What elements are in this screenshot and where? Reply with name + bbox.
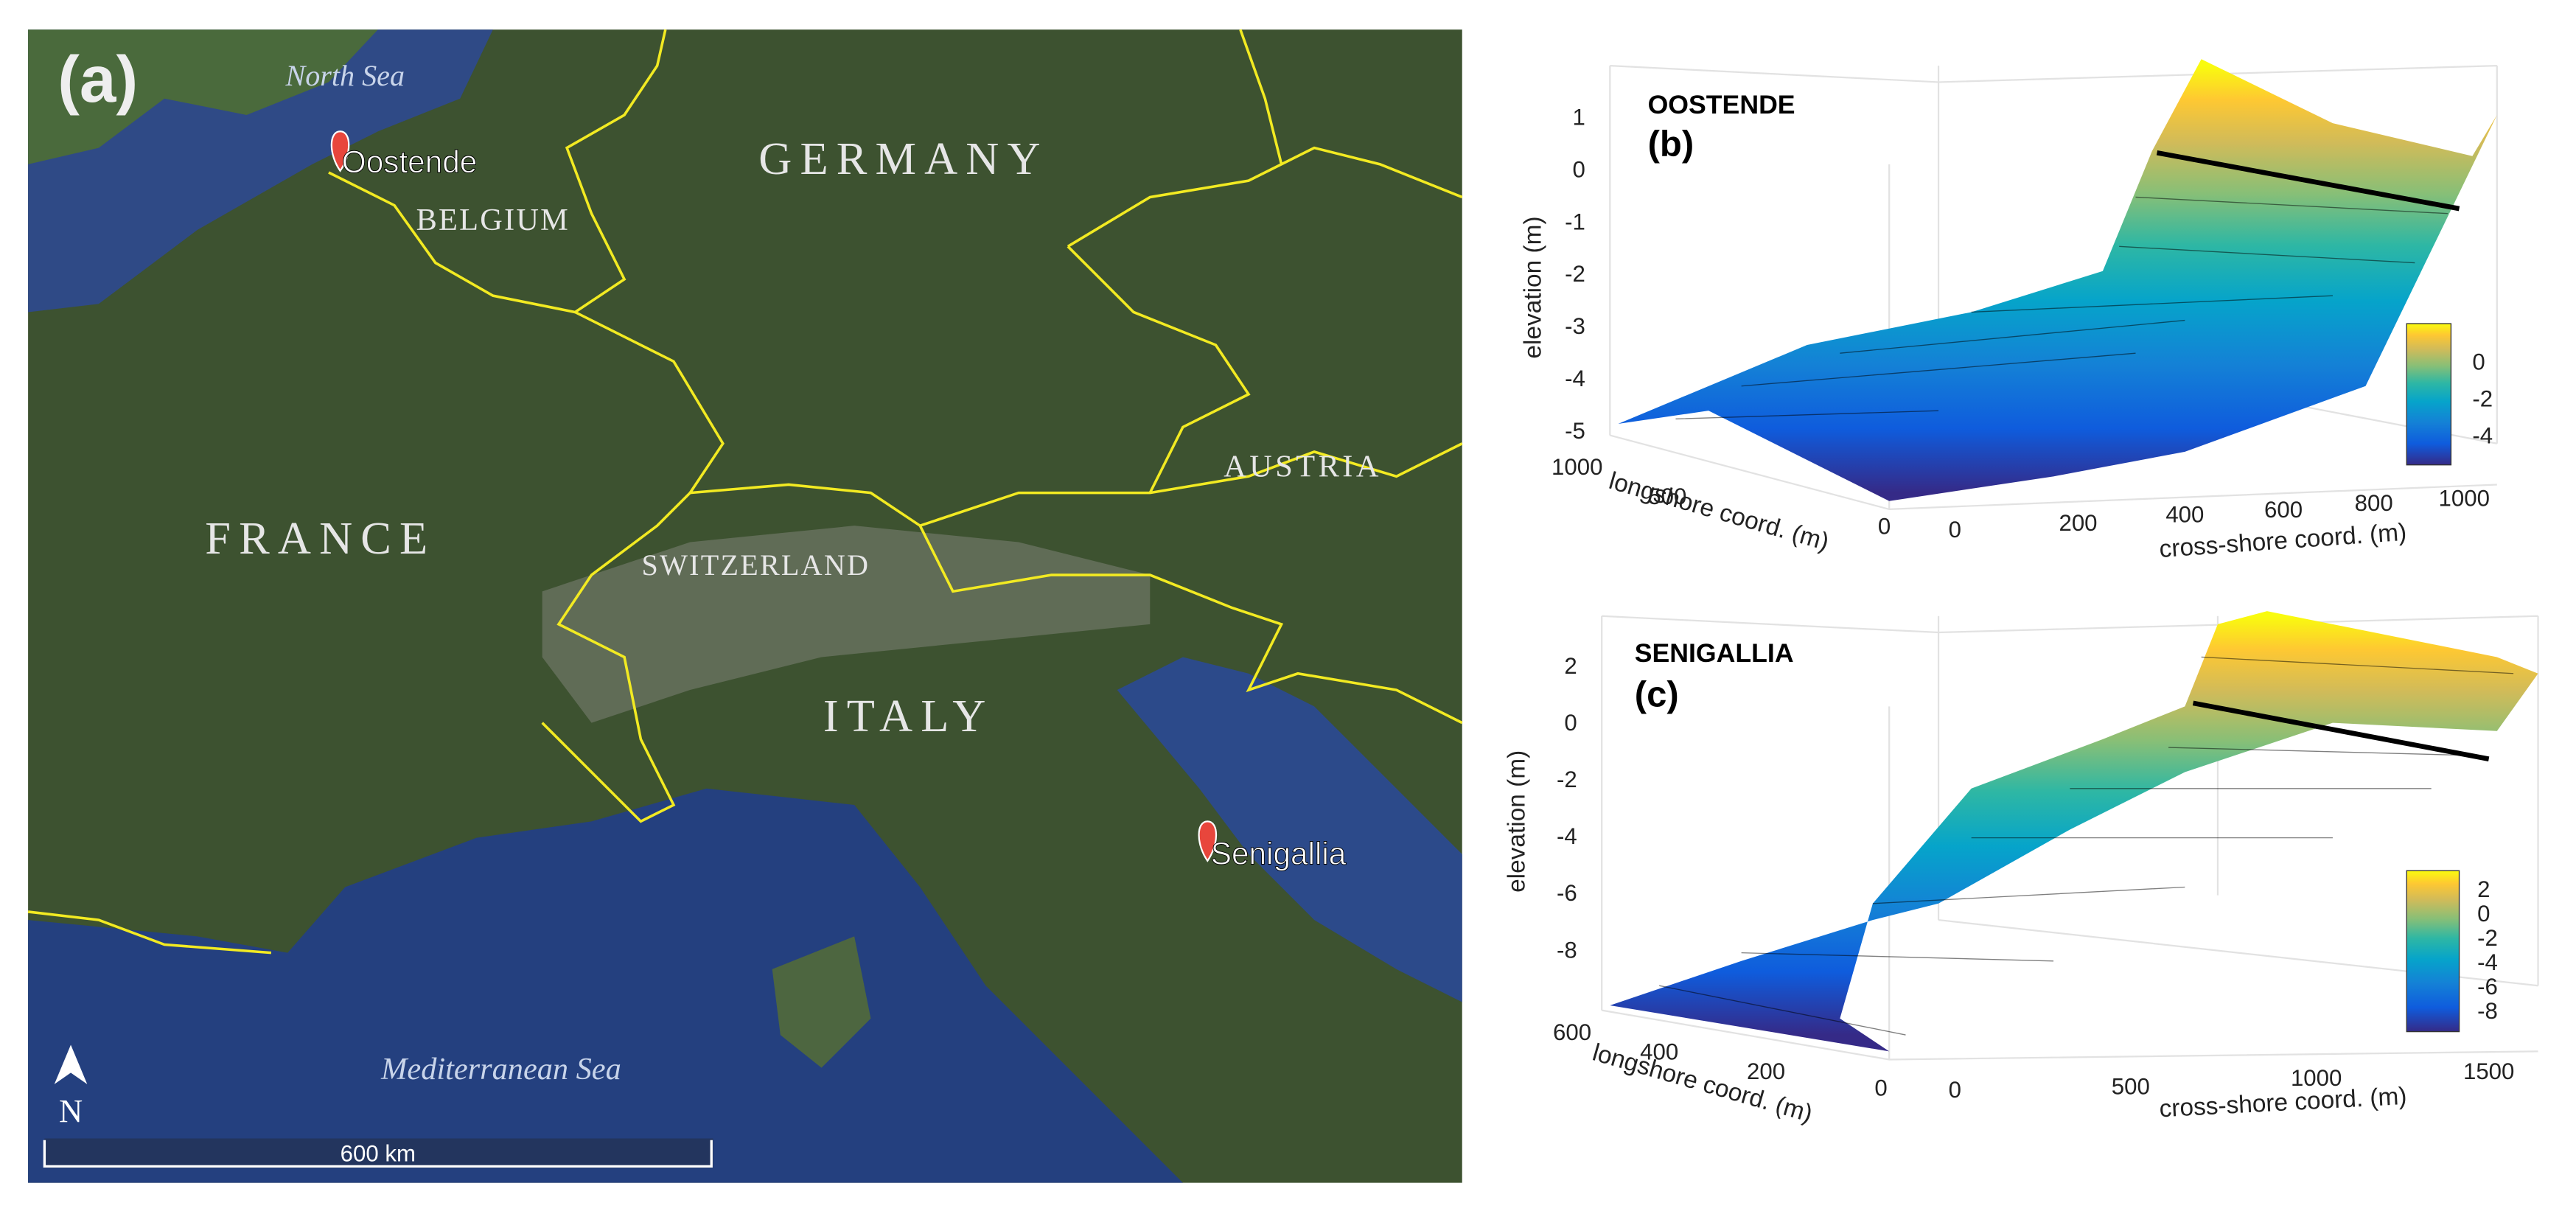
longshore-tick-label: 1000 [1551, 454, 1602, 480]
panel-label: (c) [1635, 674, 1679, 714]
z-tick-label: 1 [1573, 104, 1585, 130]
z-axis-label: elevation (m) [1503, 750, 1530, 893]
z-tick-label: 0 [1564, 710, 1577, 736]
cross-shore-tick-label: 1500 [2463, 1058, 2514, 1084]
scale-bar [43, 1140, 713, 1168]
north-arrow [54, 1044, 88, 1084]
colorbar-tick-label: -6 [2477, 974, 2498, 1000]
cross-shore-tick-label: 1000 [2291, 1065, 2342, 1091]
surface [1618, 59, 2497, 501]
site-pin [1198, 820, 1217, 862]
colorbar-tick-label: -2 [2477, 925, 2498, 951]
longshore-tick-label: 0 [1878, 513, 1891, 539]
site-label: Oostende [342, 144, 478, 179]
country-label: SWITZERLAND [642, 548, 870, 582]
sea-label: North Sea [285, 59, 405, 92]
surface [1610, 611, 2538, 1052]
longshore-tick-label: 400 [1640, 1039, 1678, 1065]
colorbar-tick-label: -4 [2477, 949, 2498, 975]
site-title: SENIGALLIA [1635, 638, 1794, 668]
cross-shore-tick-label: 1000 [2439, 485, 2490, 511]
longshore-tick-label: 200 [1747, 1058, 1785, 1084]
colorbar-tick-label: -2 [2472, 386, 2493, 412]
z-tick-label: 0 [1573, 156, 1585, 182]
site-title: OOSTENDE [1648, 90, 1795, 119]
panel-label: (a) [57, 42, 138, 116]
cross-shore-tick-label: 500 [2112, 1073, 2150, 1099]
colorbar [2406, 870, 2460, 1033]
sea-label: Mediterranean Sea [380, 1052, 621, 1086]
colorbar-tick-label: 0 [2472, 349, 2485, 374]
longshore-tick-label: 600 [1553, 1019, 1591, 1045]
z-tick-label: 2 [1564, 653, 1577, 679]
surface-panel: OOSTENDE (b) elevation (m) longshore coo… [1520, 59, 2498, 563]
country-label: AUSTRIA [1224, 449, 1382, 484]
cross-shore-tick-label: 800 [2355, 490, 2393, 516]
country-label: FRANCE [205, 513, 436, 564]
country-label: GERMANY [758, 133, 1048, 184]
z-tick-label: -3 [1565, 313, 1585, 339]
colorbar-tick-label: 2 [2477, 876, 2490, 902]
colorbar-tick-label: 0 [2477, 901, 2490, 927]
z-tick-label: -4 [1557, 823, 1577, 849]
colorbar-tick-label: -8 [2477, 998, 2498, 1024]
z-tick-label: -8 [1557, 937, 1577, 963]
north-label: N [59, 1092, 83, 1129]
cross-shore-tick-label: 400 [2165, 502, 2204, 528]
colorbar-tick-label: -4 [2472, 423, 2493, 449]
cross-shore-tick-label: 200 [2059, 510, 2097, 536]
longshore-tick-label: 0 [1874, 1075, 1887, 1101]
site-pin [330, 130, 350, 172]
longshore-tick-label: 500 [1648, 484, 1686, 509]
z-tick-label: -2 [1565, 261, 1585, 287]
site-label: Senigallia [1211, 836, 1347, 871]
country-label: BELGIUM [416, 203, 570, 237]
cross-shore-tick-label: 0 [1949, 1077, 1961, 1103]
panel-label: (b) [1648, 125, 1694, 164]
z-axis-label: elevation (m) [1520, 216, 1547, 358]
z-tick-label: -1 [1565, 209, 1585, 234]
z-tick-label: -6 [1557, 880, 1577, 906]
cross-shore-tick-label: 0 [1949, 517, 1961, 543]
country-label: ITALY [823, 691, 994, 742]
longshore-label: longshore coord. (m) [1606, 467, 1832, 557]
scale-label: 600 km [341, 1141, 416, 1167]
cross-shore-label: cross-shore coord. (m) [2159, 1083, 2408, 1123]
colorbar [2406, 323, 2452, 466]
z-tick-label: -5 [1565, 418, 1585, 444]
cross-shore-tick-label: 600 [2264, 497, 2303, 523]
z-tick-label: -4 [1565, 366, 1585, 391]
map: (a) North Sea Mediterranean Sea GERMANY … [27, 29, 1463, 1183]
z-tick-label: -2 [1557, 767, 1577, 792]
